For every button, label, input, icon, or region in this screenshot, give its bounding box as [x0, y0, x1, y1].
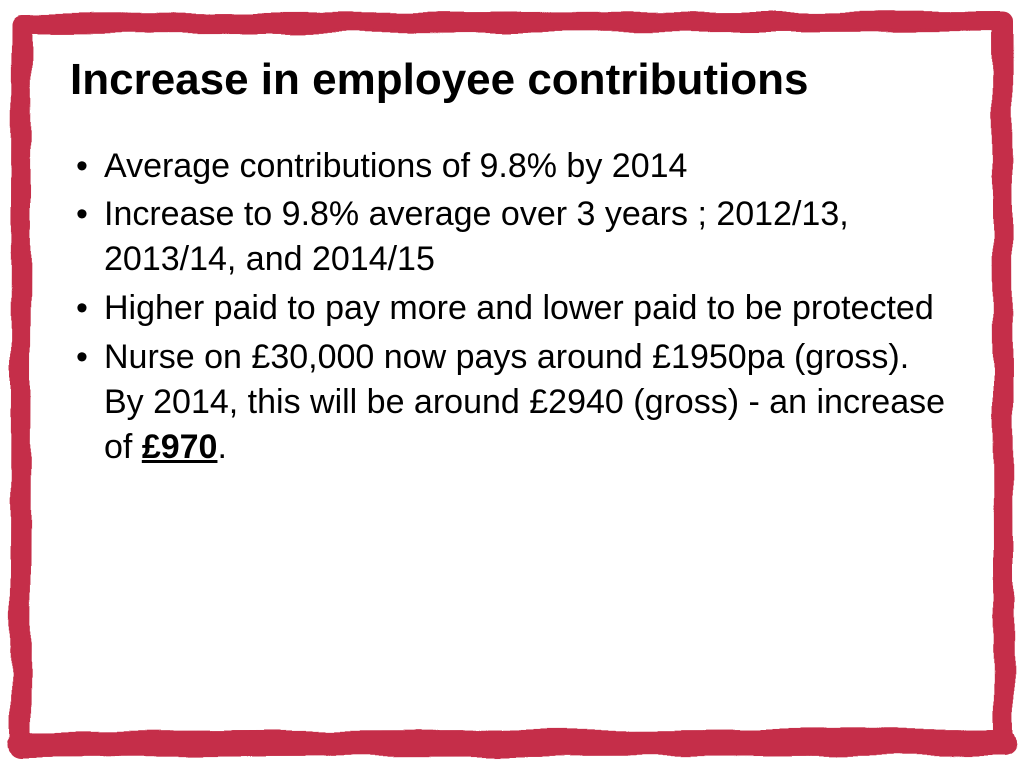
- bullet-item: Average contributions of 9.8% by 2014: [70, 144, 954, 189]
- bullet-list: Average contributions of 9.8% by 2014 In…: [70, 144, 954, 470]
- slide-title: Increase in employee contributions: [70, 55, 954, 106]
- bullet-text-suffix: .: [217, 428, 226, 466]
- bullet-item: Increase to 9.8% average over 3 years ; …: [70, 192, 954, 282]
- bullet-text-prefix: Nurse on £30,000 now pays around £1950pa…: [104, 338, 945, 466]
- bullet-item: Nurse on £30,000 now pays around £1950pa…: [70, 335, 954, 470]
- slide-content: Increase in employee contributions Avera…: [70, 55, 954, 698]
- bullet-item: Higher paid to pay more and lower paid t…: [70, 286, 954, 331]
- bullet-text-emphasis: £970: [142, 428, 218, 466]
